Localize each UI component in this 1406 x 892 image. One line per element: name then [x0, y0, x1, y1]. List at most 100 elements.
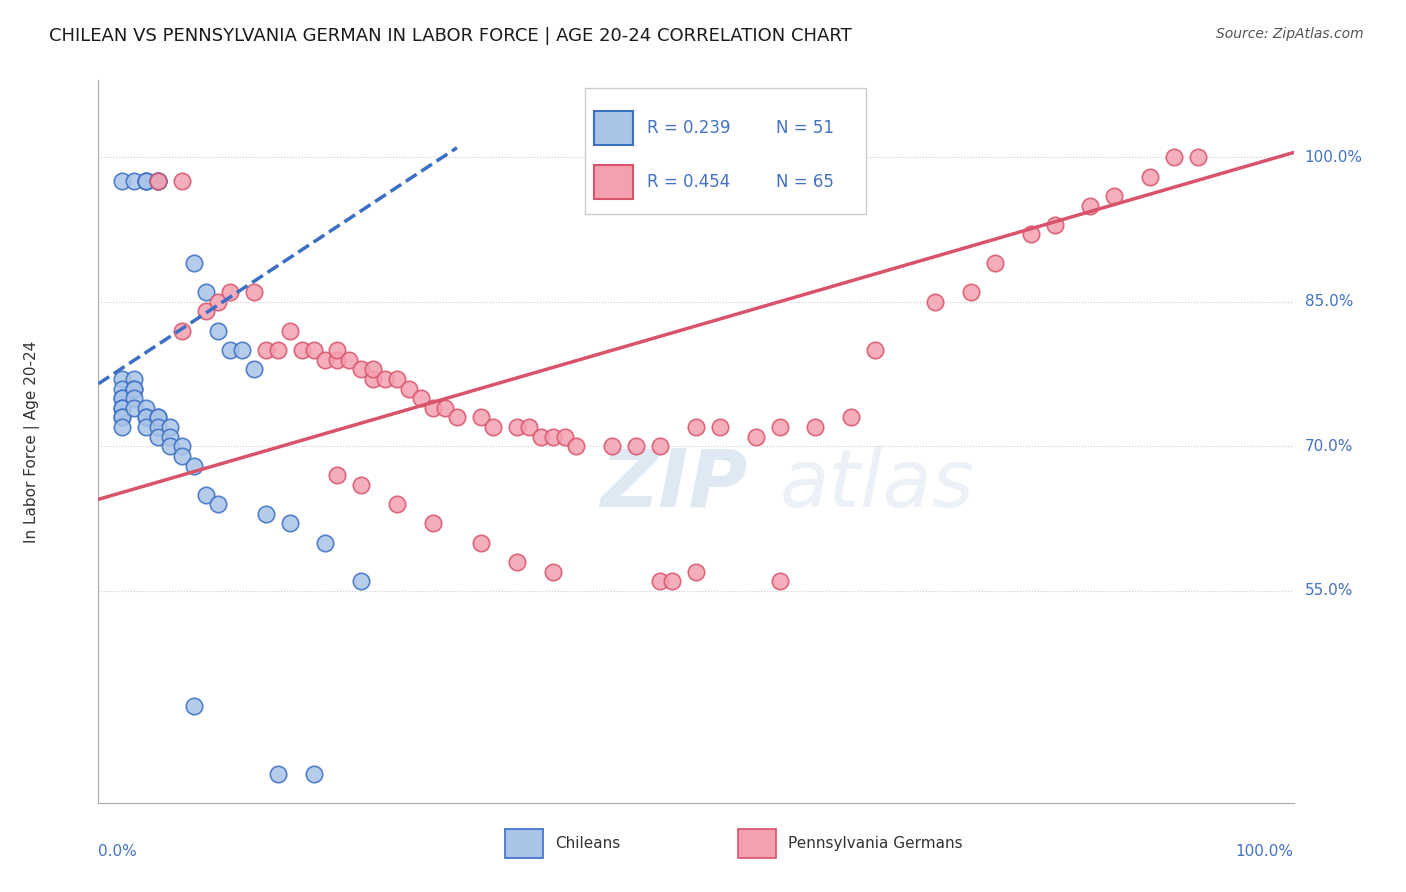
Point	[172, 174, 194, 188]
Point	[506, 420, 529, 434]
Point	[422, 401, 444, 415]
Point	[254, 507, 277, 521]
Point	[1163, 150, 1185, 164]
Bar	[505, 829, 543, 858]
Point	[111, 401, 134, 415]
Point	[148, 174, 170, 188]
Point	[315, 352, 337, 367]
Point	[685, 565, 707, 579]
Point	[135, 410, 157, 425]
Point	[135, 174, 157, 188]
Point	[111, 410, 134, 425]
Point	[254, 343, 277, 357]
Point	[841, 410, 863, 425]
Point	[326, 352, 349, 367]
Point	[648, 439, 672, 453]
Text: 0.0%: 0.0%	[98, 845, 138, 860]
Point	[124, 391, 146, 405]
Point	[446, 410, 468, 425]
Text: Chileans: Chileans	[555, 836, 620, 851]
Point	[768, 420, 790, 434]
Point	[984, 256, 1007, 270]
Text: 100.0%: 100.0%	[1236, 845, 1294, 860]
Point	[315, 535, 337, 549]
Text: In Labor Force | Age 20-24: In Labor Force | Age 20-24	[24, 341, 39, 542]
Point	[411, 391, 433, 405]
Point	[326, 343, 349, 357]
Point	[111, 391, 134, 405]
Point	[541, 565, 564, 579]
Point	[422, 516, 444, 531]
Point	[661, 574, 683, 589]
Point	[924, 294, 946, 309]
Point	[481, 420, 505, 434]
Point	[302, 343, 325, 357]
Point	[135, 174, 157, 188]
Text: Pennsylvania Germans: Pennsylvania Germans	[787, 836, 963, 851]
Point	[302, 767, 325, 781]
Point	[865, 343, 887, 357]
Point	[135, 420, 157, 434]
Text: Source: ZipAtlas.com: Source: ZipAtlas.com	[1216, 27, 1364, 41]
Point	[148, 410, 170, 425]
Bar	[738, 829, 776, 858]
Point	[183, 699, 205, 714]
Point	[709, 420, 731, 434]
Text: ZIP: ZIP	[600, 446, 748, 524]
Point	[207, 294, 229, 309]
Text: N = 51: N = 51	[776, 119, 834, 137]
Text: R = 0.239: R = 0.239	[647, 119, 731, 137]
Point	[363, 372, 385, 386]
Point	[159, 420, 181, 434]
Point	[148, 174, 170, 188]
Point	[231, 343, 253, 357]
Point	[398, 382, 420, 396]
Text: N = 65: N = 65	[776, 173, 834, 191]
Point	[385, 497, 409, 511]
Point	[339, 352, 361, 367]
Point	[195, 285, 218, 300]
Point	[1019, 227, 1042, 242]
Point	[960, 285, 983, 300]
Point	[768, 574, 790, 589]
Point	[135, 410, 157, 425]
Text: 70.0%: 70.0%	[1305, 439, 1353, 454]
Point	[1139, 169, 1161, 184]
Point	[350, 478, 373, 492]
Point	[183, 458, 205, 473]
Point	[291, 343, 314, 357]
Point	[111, 410, 134, 425]
Point	[267, 343, 290, 357]
Point	[1187, 150, 1209, 164]
Point	[745, 430, 768, 444]
Point	[530, 430, 553, 444]
Point	[278, 516, 301, 531]
Bar	[585, 87, 866, 214]
Point	[470, 535, 492, 549]
Text: R = 0.454: R = 0.454	[647, 173, 730, 191]
Point	[148, 410, 170, 425]
Point	[172, 324, 194, 338]
Point	[111, 174, 134, 188]
Point	[1104, 189, 1126, 203]
Point	[148, 430, 170, 444]
Point	[207, 324, 229, 338]
Point	[111, 382, 134, 396]
Point	[111, 372, 134, 386]
Point	[148, 174, 170, 188]
Point	[470, 410, 492, 425]
Point	[350, 574, 373, 589]
Point	[195, 487, 218, 501]
Bar	[595, 111, 633, 145]
Point	[219, 343, 242, 357]
Point	[124, 174, 146, 188]
Point	[159, 439, 181, 453]
Point	[385, 372, 409, 386]
Point	[124, 382, 146, 396]
Point	[243, 362, 266, 376]
Point	[207, 497, 229, 511]
Point	[1080, 198, 1102, 212]
Point	[1043, 218, 1066, 232]
Point	[243, 285, 266, 300]
Point	[124, 372, 146, 386]
